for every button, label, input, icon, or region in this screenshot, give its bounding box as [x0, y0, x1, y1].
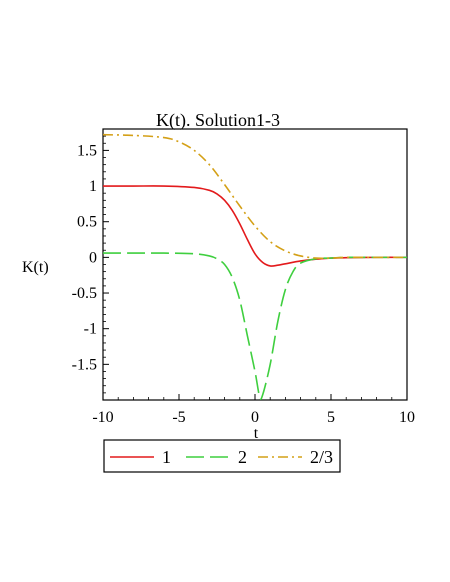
- x-axis-label: t: [254, 425, 259, 442]
- y-tick-label: -0.5: [72, 285, 97, 302]
- y-tick-label: -1.5: [72, 356, 97, 373]
- y-axis: 1.5 1 0.5 0 -0.5 -1 -1.5: [72, 135, 109, 394]
- x-tick-label: 5: [327, 409, 335, 426]
- legend-box: [103, 439, 341, 473]
- y-tick-label: 1.5: [77, 142, 97, 159]
- x-tick-label: 10: [399, 409, 415, 426]
- legend: 1 2 2/3: [103, 439, 341, 473]
- y-tick-label: -1: [84, 321, 97, 338]
- series-layer: [102, 133, 408, 401]
- series-line-2: [102, 252, 407, 401]
- y-tick-label: 0: [89, 249, 97, 266]
- x-tick-label: 0: [251, 409, 259, 426]
- legend-label-1: 1: [162, 447, 171, 467]
- y-tick-label: 1: [89, 178, 97, 195]
- y-axis-label: K(t): [22, 259, 49, 276]
- chart-title: K(t). Solution1-3: [156, 110, 280, 131]
- plot-frame: [102, 128, 408, 401]
- x-tick-label: -5: [172, 409, 185, 426]
- legend-label-3: 2/3: [310, 447, 333, 467]
- series-line-3: [102, 133, 407, 260]
- legend-label-2: 2: [238, 447, 247, 467]
- x-axis: -10 -5 0 5 10: [92, 394, 415, 426]
- x-tick-label: -10: [92, 409, 113, 426]
- series-line-1: [102, 185, 408, 267]
- y-tick-label: 0.5: [77, 214, 97, 231]
